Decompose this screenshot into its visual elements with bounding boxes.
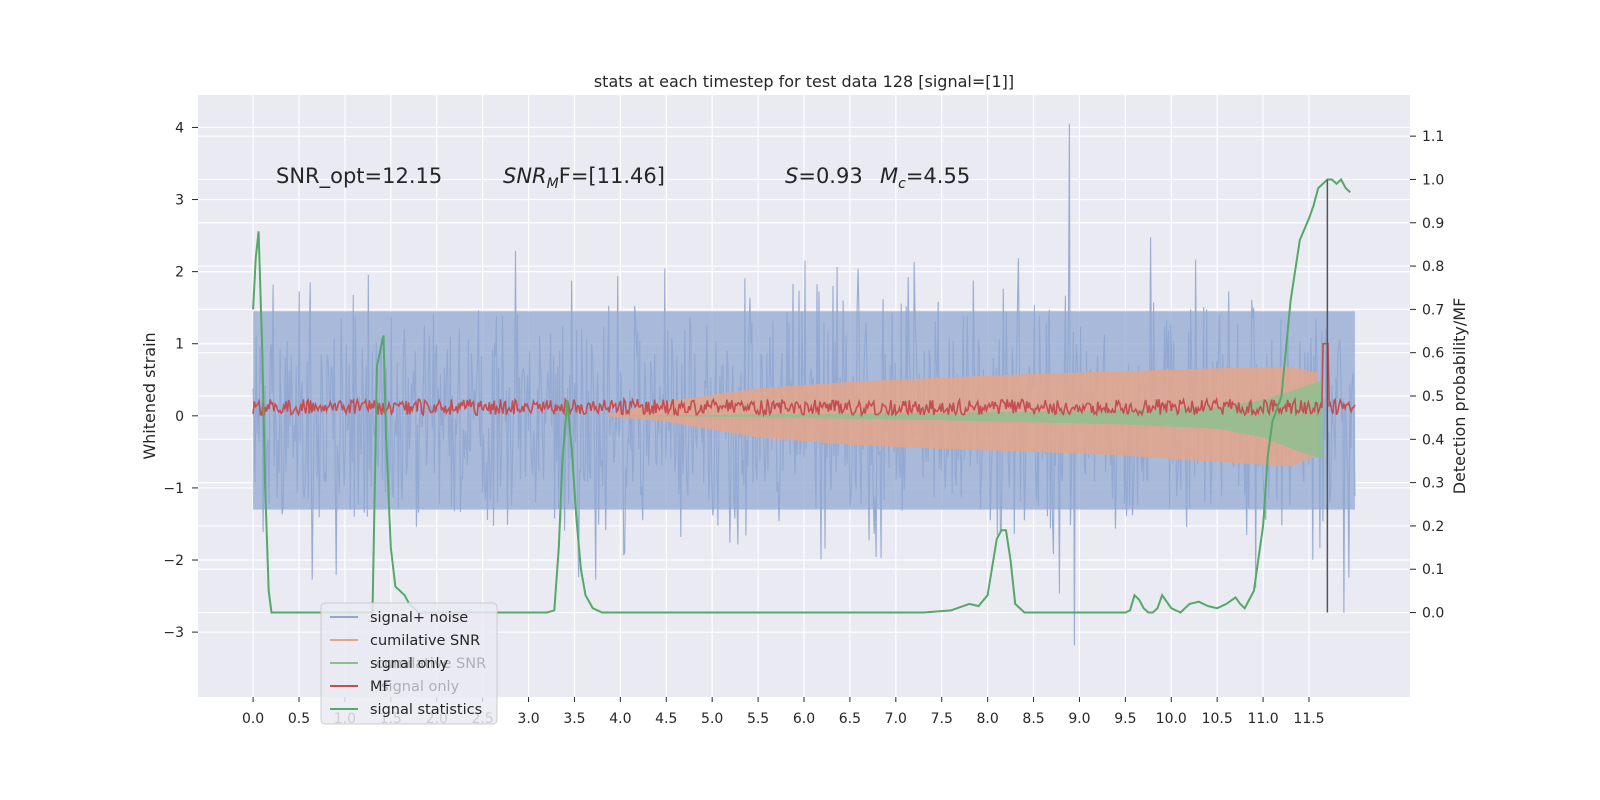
x-tick-label: 7.0	[885, 711, 907, 727]
legend-label: signal statistics	[370, 702, 482, 718]
y-right-tick-label: 1.0	[1422, 172, 1444, 188]
y-right-tick-label: 0.0	[1422, 606, 1444, 622]
y-right-tick-label: 0.9	[1422, 216, 1444, 232]
series-signal-only	[602, 379, 1323, 460]
axes: 0.00.51.01.52.02.53.03.54.04.55.05.56.06…	[163, 120, 1444, 727]
x-tick-label: 10.5	[1202, 711, 1233, 727]
y-left-tick-label: 0	[175, 409, 184, 425]
y-right-tick-label: 0.6	[1422, 346, 1444, 362]
x-tick-label: 7.5	[931, 711, 953, 727]
y-right-tick-label: 0.5	[1422, 389, 1444, 405]
annotation-mc: Mc=4.55	[880, 164, 970, 192]
y-left-tick-label: −1	[163, 481, 184, 497]
x-tick-label: 5.0	[701, 711, 723, 727]
y-left-tick-label: 1	[175, 337, 184, 353]
y-left-tick-label: 2	[175, 265, 184, 281]
series-mf	[252, 342, 1356, 418]
legend-label: cumilative SNR	[370, 633, 480, 649]
x-tick-label: 5.5	[747, 711, 769, 727]
legend-label: MF	[370, 679, 391, 695]
x-tick-label: 4.5	[655, 711, 677, 727]
x-tick-label: 11.0	[1248, 711, 1279, 727]
y-axis-left-label: Whitened strain	[140, 332, 159, 459]
y-right-tick-label: 1.1	[1422, 129, 1444, 145]
x-tick-label: 3.0	[517, 711, 539, 727]
x-tick-label: 0.0	[242, 711, 264, 727]
annotation-snr-opt: SNR_opt=12.15	[276, 164, 442, 189]
y-left-tick-label: 4	[175, 120, 184, 136]
annotation-snr-mf: SNRMF=[11.46]	[503, 164, 665, 192]
y-right-tick-label: 0.4	[1422, 432, 1444, 448]
y-left-tick-label: −2	[163, 553, 184, 569]
x-tick-label: 9.5	[1114, 711, 1136, 727]
x-tick-label: 8.5	[1022, 711, 1044, 727]
x-tick-label: 8.0	[977, 711, 999, 727]
series-layer	[252, 123, 1356, 646]
legend-overlapped-label: signal only	[381, 679, 460, 695]
x-tick-label: 6.5	[839, 711, 861, 727]
x-tick-label: 0.5	[288, 711, 310, 727]
x-tick-label: 3.5	[563, 711, 585, 727]
y-right-tick-label: 0.2	[1422, 519, 1444, 535]
chart-title: stats at each timestep for test data 128…	[594, 72, 1014, 91]
legend-label: signal only	[370, 656, 449, 672]
legend-box	[320, 602, 498, 725]
legend-overlapped-label: cumilative SNR	[376, 656, 486, 672]
legend-label: signal+ noise	[370, 610, 468, 626]
y-left-tick-label: −3	[163, 625, 184, 641]
annotations: SNR_opt=12.15 SNRMF=[11.46] S=0.93 Mc=4.55	[276, 164, 970, 192]
x-tick-label: 4.0	[609, 711, 631, 727]
x-tick-label: 9.0	[1068, 711, 1090, 727]
y-right-tick-label: 0.1	[1422, 562, 1444, 578]
y-right-tick-label: 0.7	[1422, 302, 1444, 318]
y-right-tick-label: 0.3	[1422, 476, 1444, 492]
y-axis-right-label: Detection probability/MF	[1450, 298, 1469, 495]
annotation-s: S=0.93	[785, 164, 863, 188]
x-tick-label: 10.0	[1156, 711, 1187, 727]
x-tick-label: 11.5	[1293, 711, 1324, 727]
y-left-tick-label: 3	[175, 193, 184, 209]
y-right-tick-label: 0.8	[1422, 259, 1444, 275]
x-tick-label: 6.0	[793, 711, 815, 727]
